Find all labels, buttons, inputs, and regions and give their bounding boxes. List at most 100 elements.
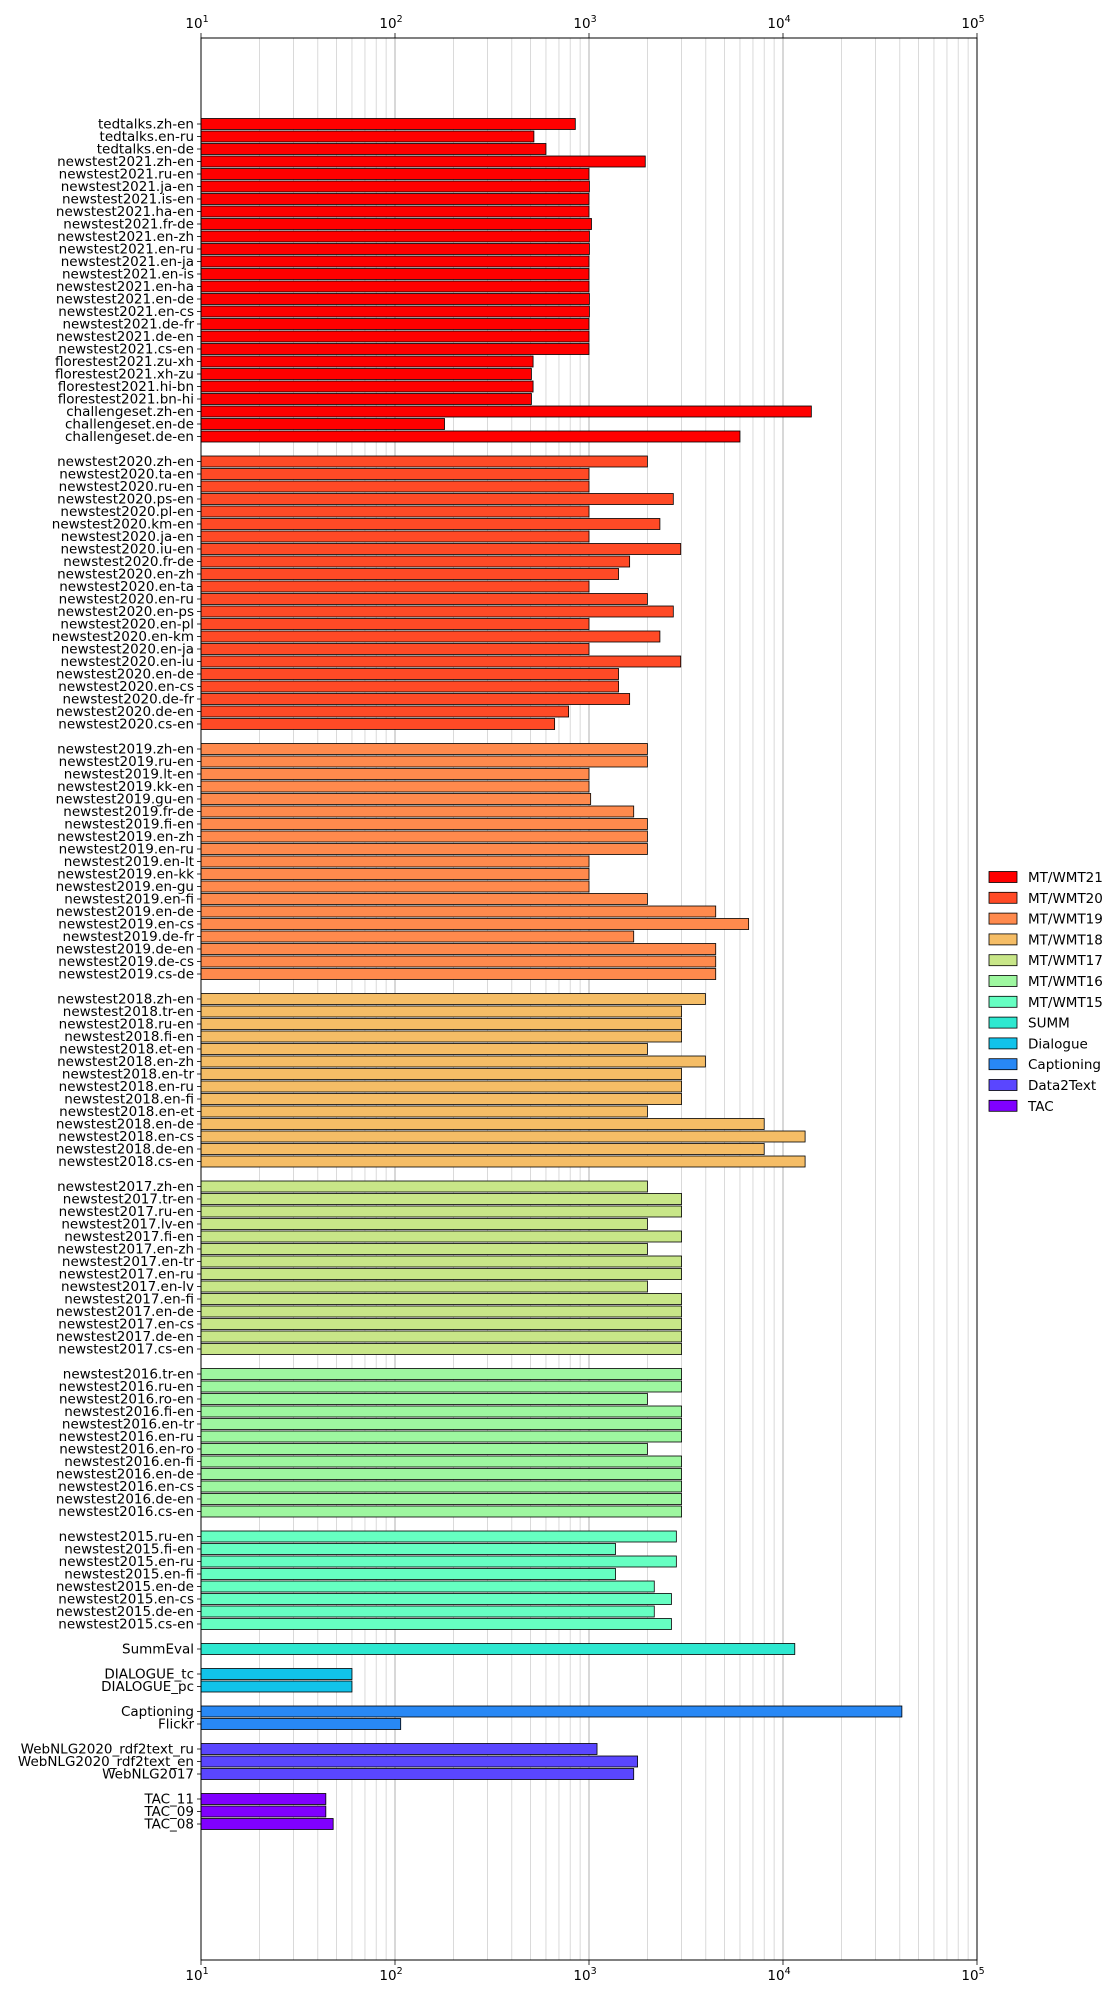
- bar: [200, 718, 556, 730]
- bar: [200, 1555, 677, 1568]
- y-tick-label: tedtalks.zh-en: [98, 117, 194, 133]
- y-tick-label: newstest2020.en-pl: [60, 617, 194, 633]
- bar: [200, 1205, 682, 1218]
- bar: [200, 555, 631, 568]
- bar: [200, 168, 590, 180]
- y-tick-label: newstest2017.en-de: [56, 1304, 194, 1320]
- bars: [200, 118, 903, 1830]
- y-tick-label: newstest2016.ru-en: [59, 1379, 194, 1395]
- y-tick-label: newstest2015.en-de: [56, 1579, 194, 1595]
- bar: [200, 1343, 682, 1355]
- y-tick-label: newstest2018.cs-en: [58, 1154, 194, 1170]
- y-tick-label: newstest2019.fr-de: [63, 804, 194, 820]
- y-tick-label: newstest2020.en-de: [56, 667, 194, 683]
- y-axis-labels: tedtalks.zh-entedtalks.en-rutedtalks.en-…: [18, 117, 201, 1833]
- bar: [200, 1068, 682, 1080]
- y-tick-label: newstest2019.en-ru: [59, 842, 194, 858]
- bar: [200, 1130, 806, 1143]
- bar: [200, 643, 590, 655]
- y-tick-label: newstest2018.en-fi: [64, 1092, 194, 1108]
- bar: [200, 530, 590, 543]
- bar: [200, 468, 590, 480]
- bar: [200, 755, 648, 768]
- bar: [200, 1043, 648, 1055]
- y-tick-label: newstest2020.en-cs: [58, 679, 194, 695]
- bar: [200, 943, 717, 955]
- bar: [200, 1018, 682, 1030]
- bar: [200, 1255, 682, 1268]
- bar: [200, 418, 445, 430]
- x-tick-label-bottom: 103: [573, 1966, 596, 1984]
- y-tick-label: newstest2018.zh-en: [57, 992, 194, 1008]
- bar: [200, 668, 619, 680]
- bar: [200, 680, 619, 693]
- y-tick-label: newstest2017.fi-en: [64, 1229, 194, 1245]
- bar: [200, 1718, 402, 1730]
- legend-label: MT/WMT17: [1028, 953, 1103, 969]
- y-tick-label: tedtalks.en-ru: [100, 129, 194, 145]
- bar: [200, 993, 706, 1005]
- y-tick-label: newstest2021.en-ru: [59, 242, 194, 258]
- legend-swatch: [988, 1016, 1018, 1029]
- bar: [200, 543, 682, 555]
- bar: [200, 355, 534, 368]
- bar: [200, 1330, 682, 1343]
- y-tick-label: newstest2015.en-cs: [58, 1592, 194, 1608]
- bar: [200, 918, 750, 930]
- legend-label: MT/WMT16: [1028, 974, 1103, 990]
- y-tick-label: newstest2016.cs-en: [58, 1504, 194, 1520]
- bar: [200, 893, 648, 905]
- x-tick-label-bottom: 102: [379, 1966, 402, 1984]
- y-tick-label: newstest2019.de-en: [56, 942, 194, 958]
- bar: [200, 243, 590, 255]
- bar: [200, 480, 590, 493]
- legend-label: TAC: [1027, 1099, 1054, 1115]
- legend: MT/WMT21 MT/WMT20 MT/WMT19 MT/WMT18 MT/WMT17…: [988, 870, 1103, 1115]
- bar: [200, 430, 741, 443]
- bar: [200, 1143, 765, 1155]
- y-tick-label: newstest2015.cs-en: [58, 1617, 194, 1633]
- y-tick-label: challengeset.en-de: [65, 417, 194, 433]
- bar: [200, 1455, 682, 1468]
- legend-label: MT/WMT20: [1028, 891, 1103, 907]
- y-tick-label: newstest2020.ta-en: [59, 467, 194, 483]
- y-tick-label: newstest2020.zh-en: [57, 454, 194, 470]
- bar: [200, 693, 631, 705]
- y-tick-label: newstest2021.en-cs: [58, 304, 194, 320]
- bar: [200, 205, 590, 218]
- legend-label: MT/WMT19: [1028, 912, 1103, 928]
- y-tick-label: newstest2017.cs-en: [58, 1342, 194, 1358]
- y-tick-label: newstest2015.en-ru: [59, 1554, 194, 1570]
- y-tick-label: newstest2021.en-ja: [61, 254, 194, 270]
- bar: [200, 655, 682, 668]
- bar: [200, 1230, 682, 1243]
- y-tick-label: newstest2019.en-fi: [64, 892, 194, 908]
- y-tick-label: florestest2021.bn-hi: [58, 392, 194, 408]
- bar: [200, 1105, 648, 1118]
- bar: [200, 1180, 648, 1193]
- y-tick-label: challengeset.de-en: [65, 429, 194, 445]
- y-tick-label: newstest2019.de-fr: [62, 929, 194, 945]
- y-tick-label: newstest2018.en-et: [59, 1104, 194, 1120]
- y-tick-label: florestest2021.xh-zu: [55, 367, 194, 383]
- bar: [200, 1755, 638, 1768]
- bar: [200, 955, 717, 968]
- y-tick-label: newstest2020.ps-en: [57, 492, 194, 508]
- y-tick-label: newstest2019.en-cs: [58, 917, 194, 933]
- bar: [200, 1443, 648, 1455]
- bar: [200, 780, 590, 793]
- legend-label: Dialogue: [1028, 1036, 1088, 1052]
- bar: [200, 1093, 682, 1105]
- y-tick-label: newstest2017.en-cs: [58, 1317, 194, 1333]
- bar: [200, 193, 590, 205]
- y-tick-label: newstest2020.en-zh: [57, 567, 194, 583]
- bar: [200, 368, 532, 380]
- bar: [200, 1743, 598, 1755]
- bar: [200, 118, 576, 130]
- x-tick-label-top: 101: [185, 14, 208, 32]
- bar: [200, 1318, 682, 1330]
- x-tick-label-top: 102: [379, 14, 402, 32]
- bar: [200, 1768, 635, 1780]
- bar: [200, 180, 590, 193]
